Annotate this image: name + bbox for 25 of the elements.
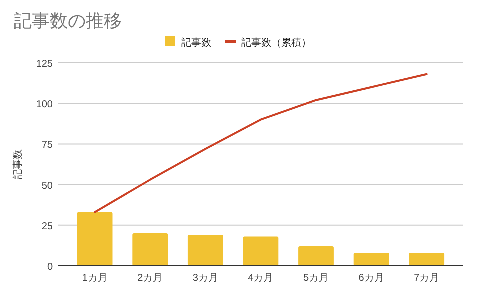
x-tick-label: 3カ月 xyxy=(192,273,218,284)
x-tick-label: 5カ月 xyxy=(303,273,330,284)
bar xyxy=(298,246,334,266)
y-tick-label: 100 xyxy=(36,100,54,111)
x-tick-label: 7カ月 xyxy=(414,273,440,284)
y-axis-title: 記事数 xyxy=(12,150,24,180)
x-tick-label: 6カ月 xyxy=(358,273,384,284)
x-tick-label: 4カ月 xyxy=(248,273,274,284)
bar xyxy=(243,236,279,266)
y-tick-label: 125 xyxy=(36,59,54,70)
y-tick-label: 0 xyxy=(47,262,54,273)
bar xyxy=(77,212,113,266)
y-tick-label: 50 xyxy=(42,180,54,192)
bar xyxy=(132,234,168,266)
y-tick-label: 25 xyxy=(42,221,54,232)
chart-title: 記事数の推移 xyxy=(14,11,122,31)
line-series xyxy=(94,73,428,214)
legend-label: 記事数 xyxy=(182,37,212,49)
y-tick-label: 75 xyxy=(42,140,54,152)
bar xyxy=(188,235,224,266)
bar xyxy=(354,253,390,266)
x-tick-label: 1カ月 xyxy=(82,273,108,284)
x-tick-label: 2カ月 xyxy=(138,273,164,284)
legend-label: 記事数（累積） xyxy=(242,37,312,49)
bar xyxy=(409,253,445,266)
